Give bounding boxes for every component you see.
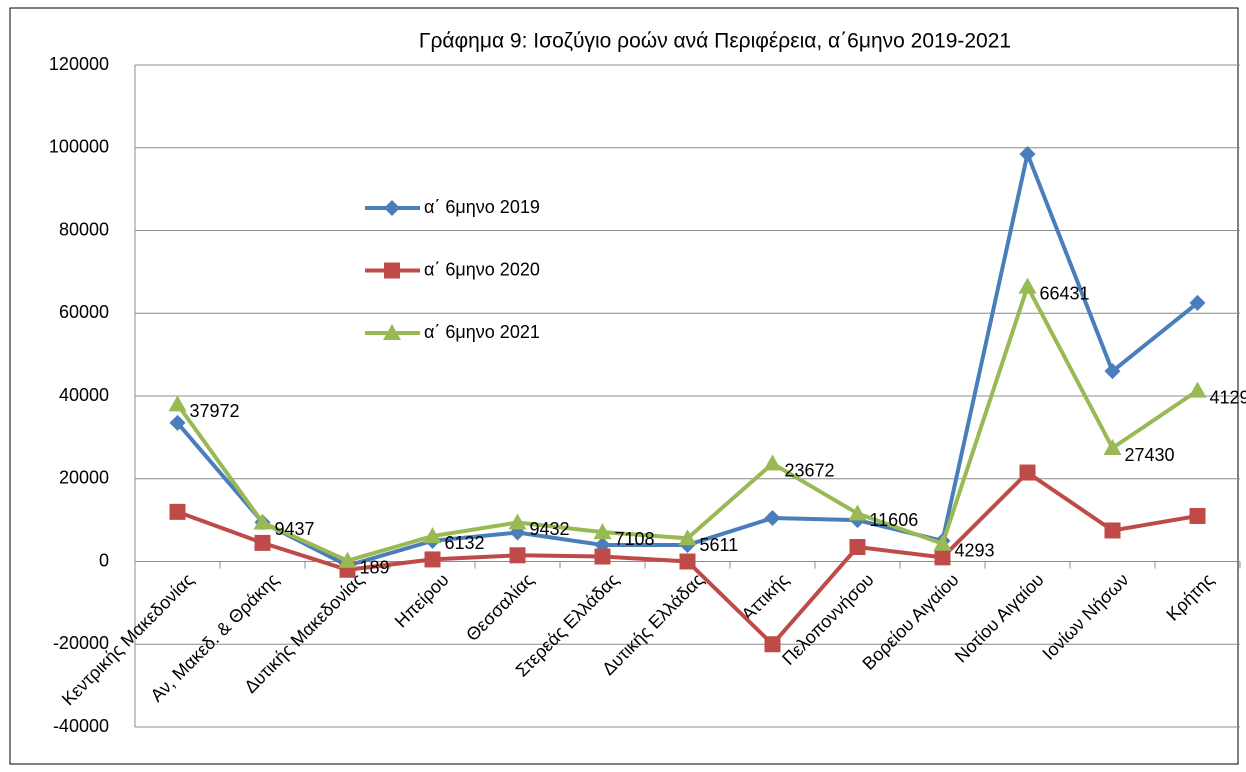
y-tick-label: 40000 — [59, 385, 109, 405]
marker — [168, 395, 187, 412]
marker — [678, 529, 697, 546]
marker — [763, 454, 782, 471]
y-tick-label: 80000 — [59, 219, 109, 239]
marker — [849, 539, 866, 556]
data-label: 9432 — [530, 519, 570, 539]
legend-label: α΄ 6μηνο 2021 — [424, 322, 540, 342]
y-tick-label: 0 — [99, 550, 109, 570]
marker — [1189, 294, 1206, 311]
y-tick-label: 20000 — [59, 468, 109, 488]
marker — [1019, 464, 1036, 481]
marker — [679, 553, 696, 570]
legend-label: α΄ 6μηνο 2020 — [424, 259, 540, 279]
marker — [934, 549, 951, 566]
marker — [1188, 381, 1207, 398]
marker — [424, 551, 441, 568]
y-tick-label: -40000 — [53, 716, 109, 736]
chart-border — [9, 7, 1239, 765]
data-label: 4293 — [955, 540, 995, 560]
marker — [254, 534, 271, 551]
data-label: 37972 — [190, 401, 240, 421]
marker — [338, 551, 357, 568]
marker — [593, 523, 612, 540]
y-tick-label: -20000 — [53, 633, 109, 653]
data-label: 9437 — [275, 519, 315, 539]
marker — [1189, 507, 1206, 524]
data-label: 7108 — [615, 529, 655, 549]
y-tick-label: 100000 — [49, 137, 109, 157]
marker — [383, 324, 401, 340]
marker — [253, 513, 272, 530]
marker — [169, 503, 186, 520]
marker — [1018, 277, 1037, 294]
marker — [169, 414, 186, 431]
marker — [1104, 522, 1121, 539]
data-label: 41297 — [1210, 387, 1246, 407]
marker — [1019, 145, 1036, 162]
marker — [933, 534, 952, 551]
data-label: 66431 — [1040, 283, 1090, 303]
data-label: 189 — [360, 557, 390, 577]
marker — [423, 527, 442, 544]
marker — [764, 636, 781, 653]
legend-label: α΄ 6μηνο 2019 — [424, 197, 540, 217]
marker — [848, 504, 867, 521]
marker — [384, 262, 400, 279]
marker — [384, 200, 400, 216]
chart-title: Γράφημα 9: Ισοζύγιο ροών ανά Περιφέρεια,… — [419, 30, 1011, 53]
data-label: 11606 — [870, 510, 919, 530]
y-tick-label: 120000 — [49, 54, 109, 74]
data-label: 5611 — [700, 535, 739, 555]
data-label: 23672 — [785, 460, 835, 480]
marker — [508, 513, 527, 530]
data-label: 6132 — [445, 533, 485, 553]
marker — [1103, 439, 1122, 456]
marker — [1104, 363, 1121, 380]
marker — [509, 547, 526, 564]
data-label: 27430 — [1125, 445, 1175, 465]
y-tick-label: 60000 — [59, 302, 109, 322]
marker — [594, 548, 611, 565]
marker — [764, 510, 781, 527]
